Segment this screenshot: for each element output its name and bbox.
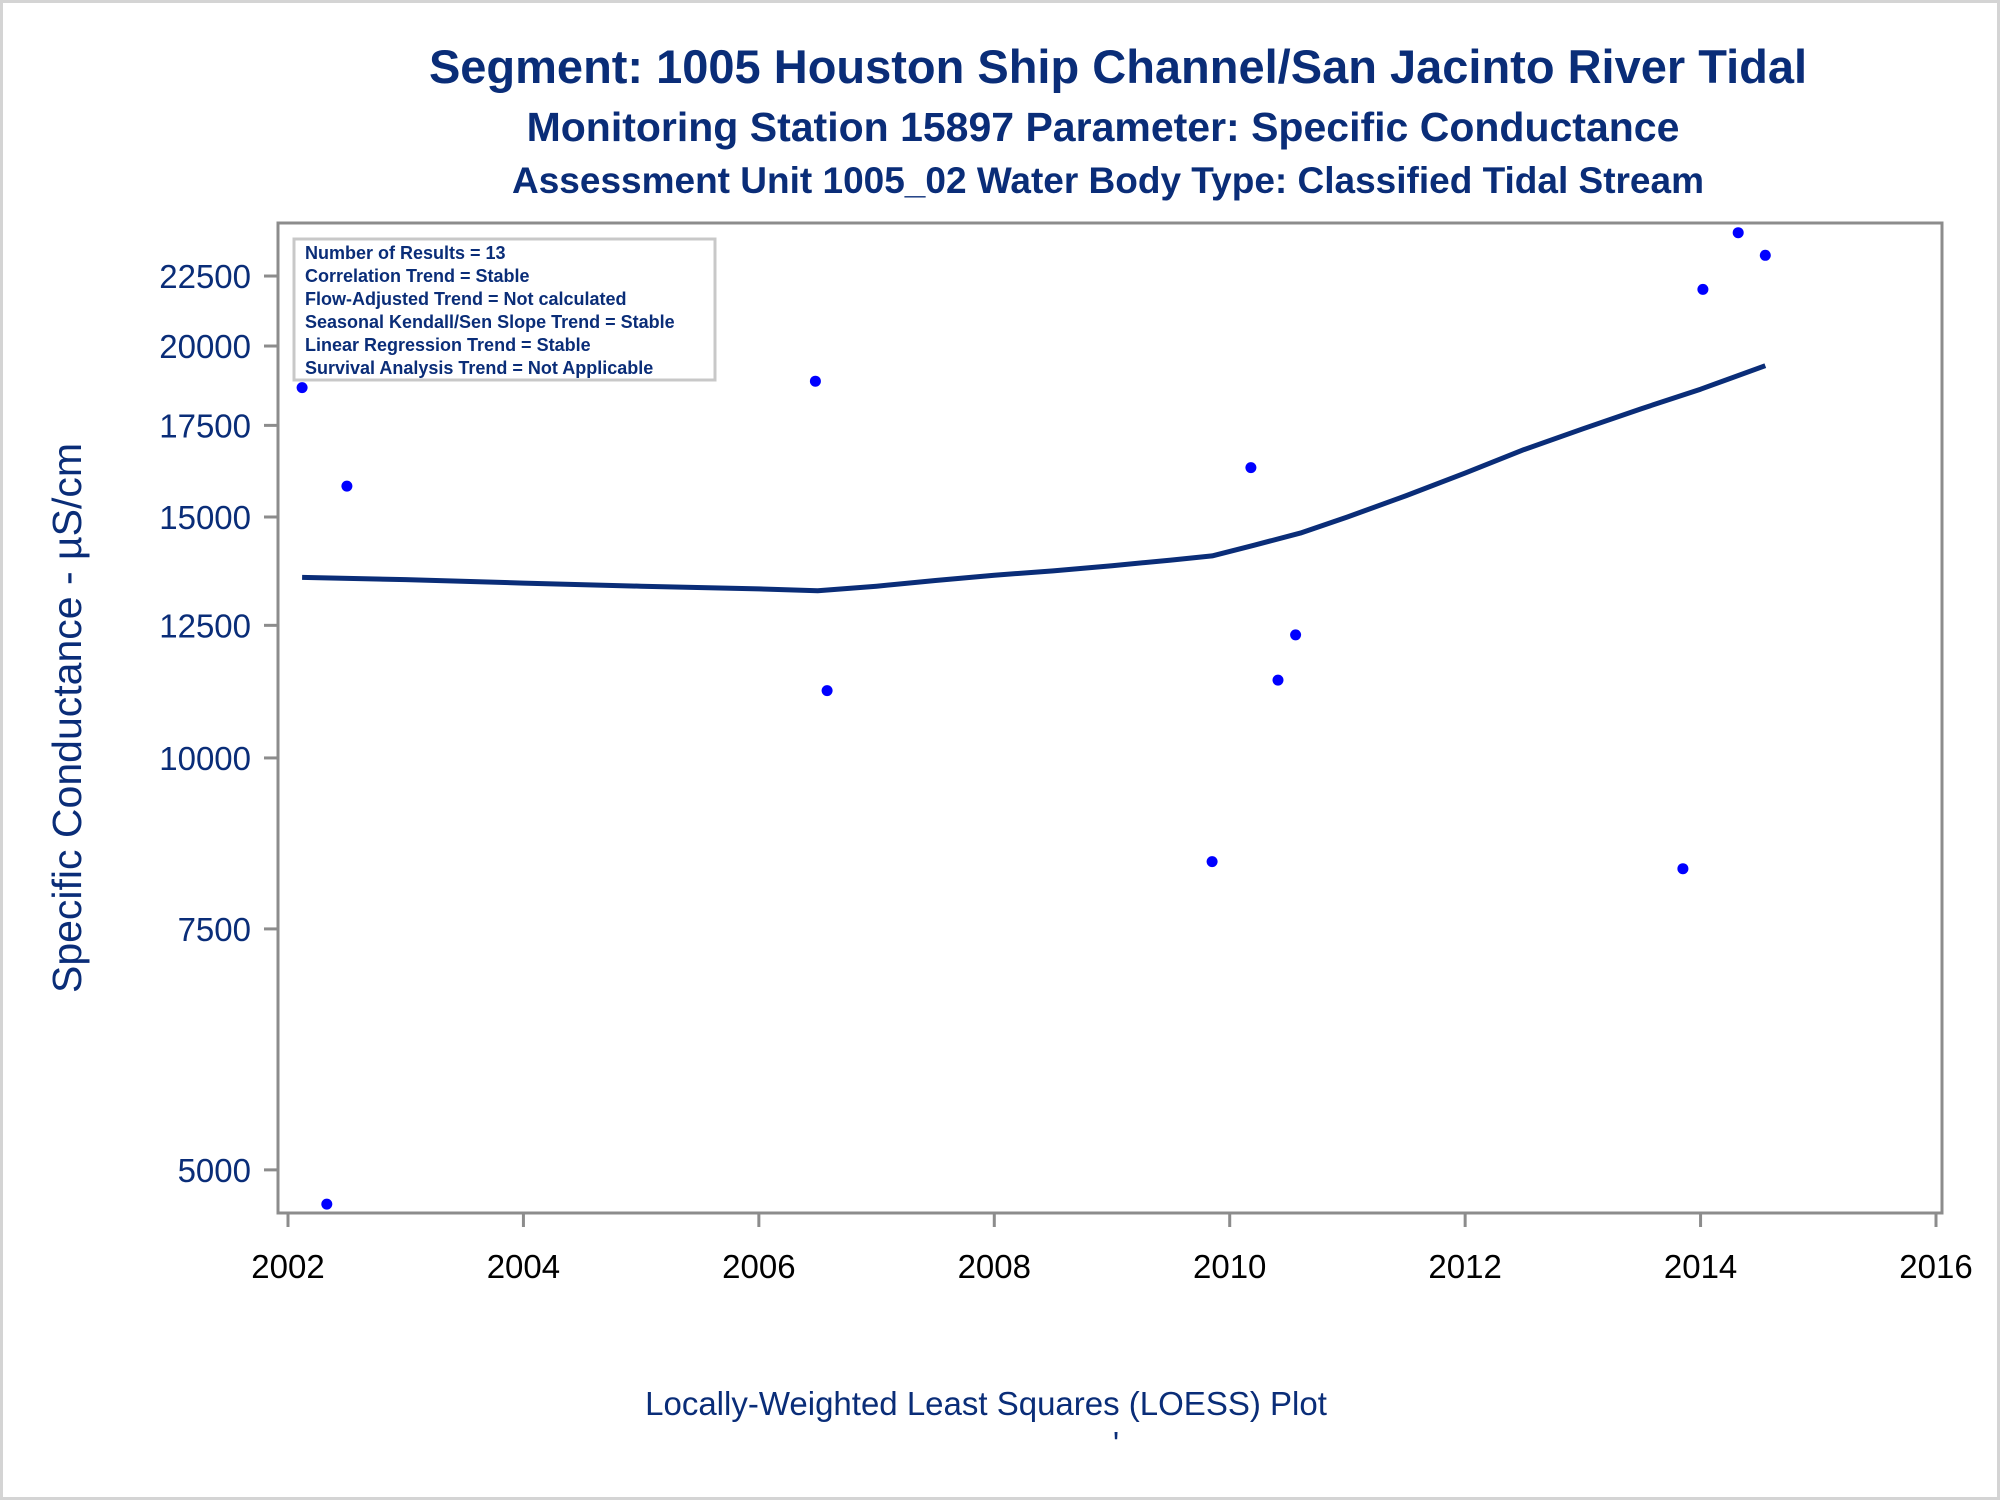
data-point xyxy=(341,480,353,492)
data-point xyxy=(1290,629,1302,641)
x-tick-label: 2006 xyxy=(722,1248,795,1285)
x-tick-label: 2016 xyxy=(1899,1248,1972,1285)
data-point xyxy=(1245,462,1257,474)
data-point xyxy=(296,382,308,394)
y-tick-label: 22500 xyxy=(159,258,251,295)
stats-line-results: Number of Results = 13 xyxy=(305,243,506,263)
stats-line-flow-adjusted: Flow-Adjusted Trend = Not calculated xyxy=(305,289,627,309)
y-tick-label: 20000 xyxy=(159,328,251,365)
footnote-mark: ' xyxy=(1113,1425,1119,1462)
x-tick-label: 2002 xyxy=(251,1248,324,1285)
stats-line-survival-analysis: Survival Analysis Trend = Not Applicable xyxy=(305,358,653,378)
y-tick-label: 5000 xyxy=(178,1152,251,1189)
loess-curve xyxy=(302,363,1767,594)
chart-title-line-3: Assessment Unit 1005_02 Water Body Type:… xyxy=(512,160,1704,201)
data-point xyxy=(1759,249,1771,261)
y-tick-label: 17500 xyxy=(159,407,251,444)
y-axis: 5000 7500 10000 12500 15000 17500 20000 22500 xyxy=(159,258,278,1189)
data-point xyxy=(809,375,821,387)
x-tick-label: 2012 xyxy=(1428,1248,1501,1285)
stats-line-linear-regression: Linear Regression Trend = Stable xyxy=(305,335,591,355)
y-tick-label: 15000 xyxy=(159,499,251,536)
stats-box-border xyxy=(292,237,717,382)
x-tick-label: 2008 xyxy=(958,1248,1031,1285)
data-point xyxy=(321,1198,333,1210)
y-tick-label: 7500 xyxy=(178,911,251,948)
chart-title-line-2: Monitoring Station 15897 Parameter: Spec… xyxy=(527,104,1680,150)
x-tick-label: 2010 xyxy=(1193,1248,1266,1285)
data-point xyxy=(821,685,833,697)
footnote-main: Locally-Weighted Least Squares (LOESS) P… xyxy=(645,1385,1327,1422)
data-point xyxy=(1697,283,1709,295)
data-points xyxy=(296,227,1771,1210)
chart-title-line-1: Segment: 1005 Houston Ship Channel/San J… xyxy=(429,40,1807,93)
stats-line-seasonal-kendall: Seasonal Kendall/Sen Slope Trend = Stabl… xyxy=(305,312,675,332)
x-tick-label: 2014 xyxy=(1664,1248,1737,1285)
data-point xyxy=(1272,674,1284,686)
stats-line-correlation: Correlation Trend = Stable xyxy=(305,266,530,286)
data-point xyxy=(1732,227,1744,239)
stats-box: Number of Results = 13 Correlation Trend… xyxy=(292,237,717,382)
chart-svg: Segment: 1005 Houston Ship Channel/San J… xyxy=(44,40,1973,1462)
x-axis: 2002 2004 2006 2008 2010 2012 2014 2016 xyxy=(251,1213,1973,1285)
y-tick-label: 12500 xyxy=(159,607,251,644)
y-axis-label: Specific Conductance - µS/cm xyxy=(44,443,90,993)
plot-area xyxy=(276,221,1944,1215)
data-point xyxy=(1677,863,1689,875)
y-tick-label: 10000 xyxy=(159,740,251,777)
x-tick-label: 2004 xyxy=(487,1248,560,1285)
data-point xyxy=(1206,856,1218,868)
